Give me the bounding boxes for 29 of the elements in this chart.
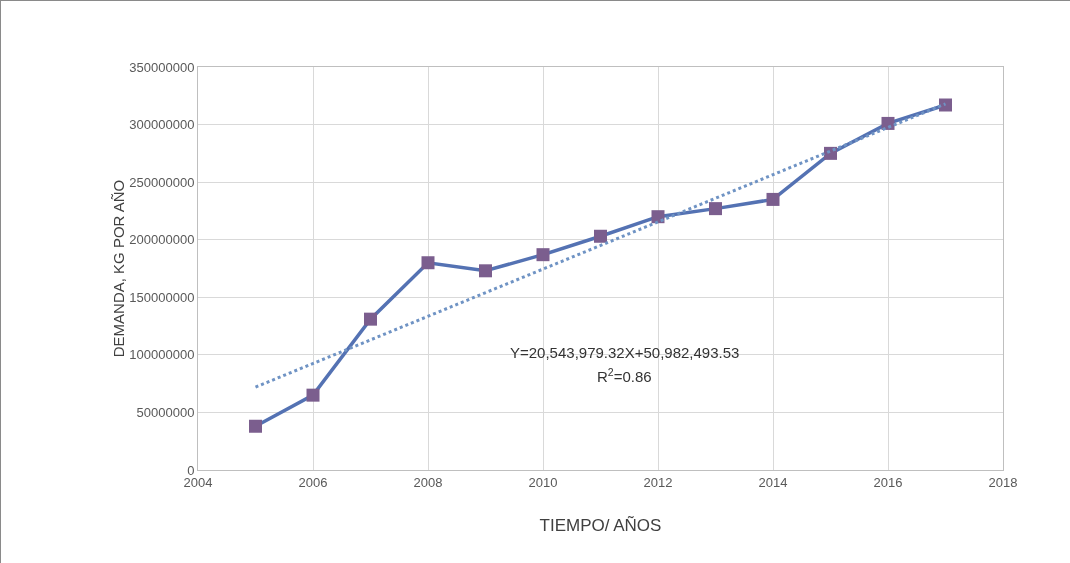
annotation: R$^{2}$=0.86 [597, 366, 652, 386]
point [306, 388, 320, 402]
point [939, 98, 952, 112]
y-tick-label: 300000000 [129, 117, 195, 133]
point [536, 248, 550, 262]
x-axis-title: TIEMPO/ AÑOS [539, 516, 662, 535]
x-tick-label: 2010 [528, 474, 558, 490]
y-tick-label: 350000000 [129, 59, 195, 75]
point [421, 256, 435, 270]
point [364, 312, 377, 326]
y-tick-label: 200000000 [129, 232, 195, 248]
point [709, 202, 722, 216]
y-tick-label: 250000000 [129, 174, 195, 190]
annotation: Y=20,543,979.32X+50,982,493.53 [510, 344, 740, 361]
y-tick-label: 100000000 [129, 347, 195, 363]
point [594, 229, 607, 243]
point [249, 419, 262, 433]
x-tick-label: 2012 [643, 474, 673, 490]
x-tick-label: 2016 [873, 474, 903, 490]
y-axis-title: DEMANDA, KG POR AÑO [110, 179, 128, 358]
y-tick-label: 50000000 [136, 404, 195, 420]
x-tick-label: 2008 [413, 474, 443, 490]
point [651, 210, 665, 224]
x-tick-label: 2014 [758, 474, 788, 490]
point [479, 264, 492, 278]
point [766, 192, 780, 206]
y-tick-label: 150000000 [129, 289, 195, 305]
x-tick-label: 2018 [988, 474, 1018, 490]
x-tick-label: 2006 [298, 474, 328, 490]
